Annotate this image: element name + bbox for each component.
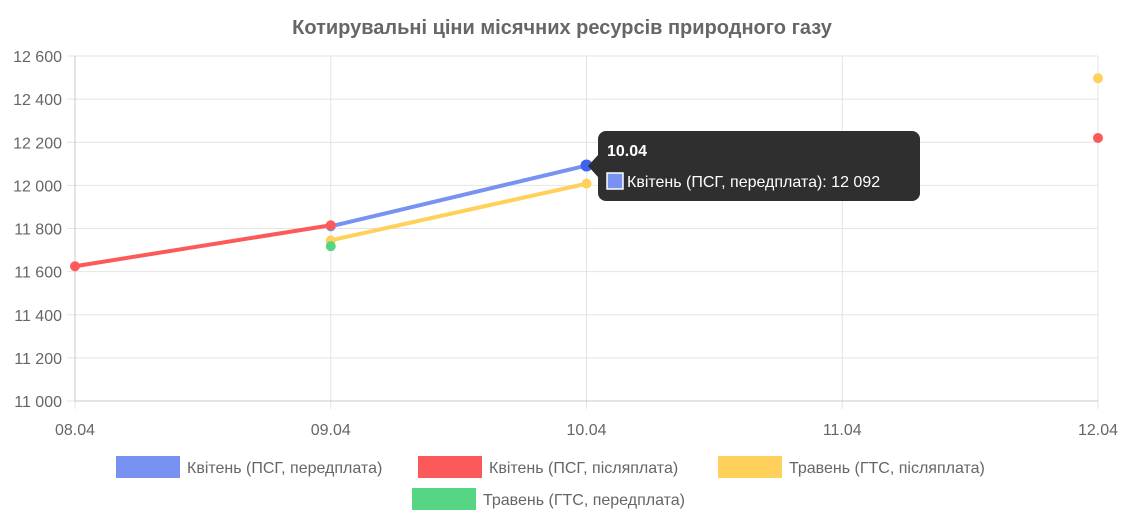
- y-tick-label: 12 200: [13, 135, 62, 152]
- legend-item[interactable]: Травень (ГТС, післяплата): [718, 456, 985, 478]
- y-tick-label: 11 200: [14, 351, 62, 368]
- tooltip-title: 10.04: [607, 143, 647, 160]
- data-point: [325, 220, 336, 231]
- y-tick-label: 12 600: [13, 49, 62, 66]
- y-tick-label: 11 000: [14, 394, 62, 411]
- data-point: [1093, 73, 1103, 84]
- y-tick-label: 12 400: [13, 92, 62, 109]
- data-point: [1093, 132, 1103, 143]
- x-tick-label: 11.04: [823, 422, 862, 439]
- x-tick-label: 12.04: [1078, 422, 1118, 439]
- data-point: [70, 261, 80, 272]
- legend[interactable]: Квітень (ПСГ, передплата) Квітень (ПСГ, п…: [116, 456, 985, 510]
- tooltip-swatch: [606, 172, 624, 190]
- series-line-segment: [328, 181, 589, 243]
- x-tick-label: 10.04: [566, 422, 606, 439]
- x-tick-label: 09.04: [311, 422, 351, 439]
- tooltip: 10.04 Квітень (ПСГ, передплата): 12 092: [588, 131, 920, 201]
- legend-swatch: [718, 456, 782, 478]
- axes: 11 000 11 200 11 400 11 600 11 800 12 000 12 2…: [13, 49, 1118, 439]
- legend-label: Травень (ГТС, передплата): [483, 492, 685, 509]
- legend-swatch: [116, 456, 180, 478]
- tooltip-box: [598, 131, 920, 201]
- legend-label: Квітень (ПСГ, післяплата): [489, 460, 678, 477]
- x-tick-label: 08.04: [55, 422, 95, 439]
- series-line-segment: [328, 163, 589, 229]
- y-tick-label: 11 400: [14, 308, 62, 325]
- grid: [67, 55, 1099, 409]
- legend-item[interactable]: Квітень (ПСГ, передплата): [116, 456, 382, 478]
- legend-swatch: [412, 488, 476, 510]
- chart-title: Котирувальні ціни місячних ресурсів прир…: [292, 17, 833, 39]
- data-point: [325, 241, 336, 252]
- series-line-segment: [73, 223, 333, 269]
- legend-swatch: [418, 456, 482, 478]
- y-tick-label: 12 000: [13, 178, 62, 195]
- series-2: [73, 223, 333, 269]
- y-tick-label: 11 600: [14, 265, 62, 282]
- legend-item[interactable]: Травень (ГТС, передплата): [412, 488, 685, 510]
- tooltip-label: Квітень (ПСГ, передплата): 12 092: [627, 174, 880, 191]
- legend-item[interactable]: Квітень (ПСГ, післяплата): [418, 456, 678, 478]
- data-point: [581, 178, 592, 189]
- tooltip-caret: [588, 155, 598, 177]
- legend-label: Квітень (ПСГ, передплата): [187, 460, 382, 477]
- data-point: [580, 159, 593, 172]
- y-tick-label: 11 800: [14, 222, 62, 239]
- series-3: [328, 181, 589, 243]
- legend-label: Травень (ГТС, післяплата): [789, 460, 985, 477]
